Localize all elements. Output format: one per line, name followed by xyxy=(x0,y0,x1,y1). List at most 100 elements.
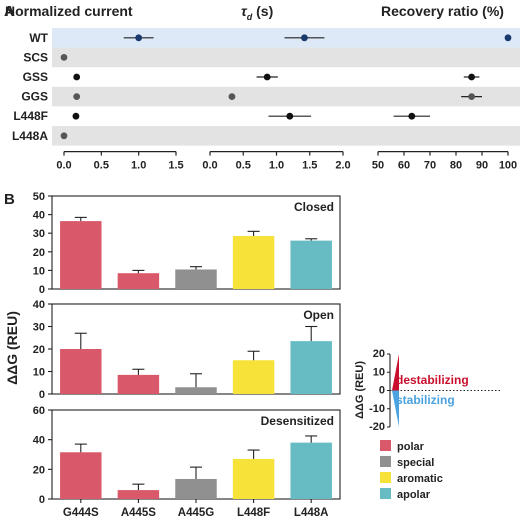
legend-entry: special xyxy=(397,457,434,469)
y-tick-label: 0 xyxy=(39,284,45,296)
data-point xyxy=(263,73,271,81)
row-label: L448A xyxy=(12,129,48,143)
legend-entry: apolar xyxy=(397,489,431,501)
x-tick-label: 1.5 xyxy=(302,160,317,172)
category-label: A445S xyxy=(121,507,156,519)
legend-swatch xyxy=(380,456,391,467)
scale-tick-label: 0 xyxy=(379,385,385,397)
tau-symbol: τ xyxy=(241,3,248,19)
bar xyxy=(290,240,332,289)
panel-a-title-current: Normalized current xyxy=(5,3,133,19)
legend-swatch xyxy=(380,488,391,499)
bar xyxy=(290,442,332,499)
scale-tick-label: 20 xyxy=(373,348,385,360)
y-axis-label: ΔΔG (REU) xyxy=(4,311,20,385)
bar xyxy=(60,349,102,394)
data-point xyxy=(73,93,81,100)
y-tick-label: 20 xyxy=(33,344,45,356)
destabilizing-wedge xyxy=(392,354,399,391)
bar xyxy=(232,235,275,289)
y-tick-label: 0 xyxy=(39,494,45,506)
x-tick-label: 1.0 xyxy=(269,160,284,172)
y-tick-label: 40 xyxy=(33,435,45,447)
row-label: GSS xyxy=(23,70,48,84)
y-tick-label: 50 xyxy=(33,191,45,203)
y-tick-label: 20 xyxy=(33,464,45,476)
category-label: L448A xyxy=(294,507,329,519)
subplot-title: Closed xyxy=(294,200,334,214)
data-point xyxy=(286,112,294,120)
row-label: L448F xyxy=(13,109,48,123)
data-point xyxy=(301,34,308,42)
x-tick-label: 0.0 xyxy=(56,160,71,172)
legend-entry: polar xyxy=(397,441,425,453)
y-tick-label: 20 xyxy=(33,247,45,259)
subplot-title: Open xyxy=(303,308,334,322)
data-point xyxy=(60,132,68,140)
x-tick-label: 2.0 xyxy=(335,160,350,172)
row-band xyxy=(52,47,520,68)
y-tick-label: 40 xyxy=(33,210,45,222)
stabilizing-wedge xyxy=(392,390,399,427)
bar xyxy=(117,374,160,394)
destabilizing-label: destabilizing xyxy=(396,373,469,387)
category-label: L448F xyxy=(237,507,270,519)
data-point xyxy=(408,112,416,120)
row-label: SCS xyxy=(23,50,48,64)
row-label: WT xyxy=(29,31,48,45)
panel-a: WT SCS GSS GGS L448F L448A Normalized current τ… xyxy=(5,3,520,172)
category-label: A445G xyxy=(178,507,214,519)
bar xyxy=(290,341,332,394)
tau-subscript: d xyxy=(247,12,253,22)
bar xyxy=(117,273,160,289)
panel-b: 0 10 20 30 40 50 Closed 0 10 20 30 40 Open 0 20 40 60 Des… xyxy=(4,191,341,519)
x-tick-label: 100 xyxy=(499,160,517,172)
x-tick-label: 80 xyxy=(450,160,462,172)
bar xyxy=(175,478,217,499)
row-band xyxy=(52,86,520,107)
data-point xyxy=(72,112,80,120)
stabilizing-label: stabilizing xyxy=(396,393,455,407)
bar xyxy=(60,221,102,289)
legend-entry: aromatic xyxy=(397,473,443,485)
panel-a-title-recovery: Recovery ratio (%) xyxy=(381,3,504,19)
y-tick-label: 30 xyxy=(33,228,45,240)
scale-axis-label: ΔΔG (REU) xyxy=(354,361,366,419)
legend-swatch xyxy=(380,440,391,451)
subplot-title: Desensitized xyxy=(261,414,334,428)
row-band xyxy=(52,126,520,146)
bar xyxy=(232,458,275,499)
data-point xyxy=(504,34,512,42)
panel-letter-b: B xyxy=(4,191,15,208)
scale-tick-label: 10 xyxy=(373,366,385,378)
x-tick-label: 60 xyxy=(398,160,410,172)
data-point xyxy=(468,93,475,100)
x-tick-label: 0.5 xyxy=(236,160,251,172)
bar xyxy=(175,269,217,289)
panel-letter-a: A xyxy=(4,3,15,20)
y-tick-label: 10 xyxy=(33,367,45,379)
panel-a-title-tau: τd (s) xyxy=(241,3,273,22)
x-tick-label: 50 xyxy=(372,160,384,172)
y-tick-label: 60 xyxy=(33,405,45,417)
tau-unit: (s) xyxy=(252,3,273,19)
bar xyxy=(117,490,160,499)
y-tick-label: 40 xyxy=(33,299,45,311)
data-point xyxy=(60,54,68,61)
x-tick-label: 70 xyxy=(424,160,436,172)
x-tick-label: 90 xyxy=(476,160,488,172)
data-point xyxy=(468,73,475,81)
category-label: G444S xyxy=(63,507,99,519)
data-point xyxy=(73,73,81,81)
x-tick-label: 1.5 xyxy=(168,160,183,172)
y-tick-label: 0 xyxy=(39,389,45,401)
bar xyxy=(60,452,102,499)
scale-tick-label: -10 xyxy=(369,403,385,415)
x-tick-label: 0.0 xyxy=(202,160,217,172)
y-tick-label: 10 xyxy=(33,265,45,277)
legend-swatch xyxy=(380,472,391,483)
y-tick-label: 30 xyxy=(33,322,45,334)
legend-area: ΔΔG (REU) 20 10 0 -10 -20 destabilizing stabili… xyxy=(354,348,500,501)
scale-tick-label: -20 xyxy=(369,421,385,433)
